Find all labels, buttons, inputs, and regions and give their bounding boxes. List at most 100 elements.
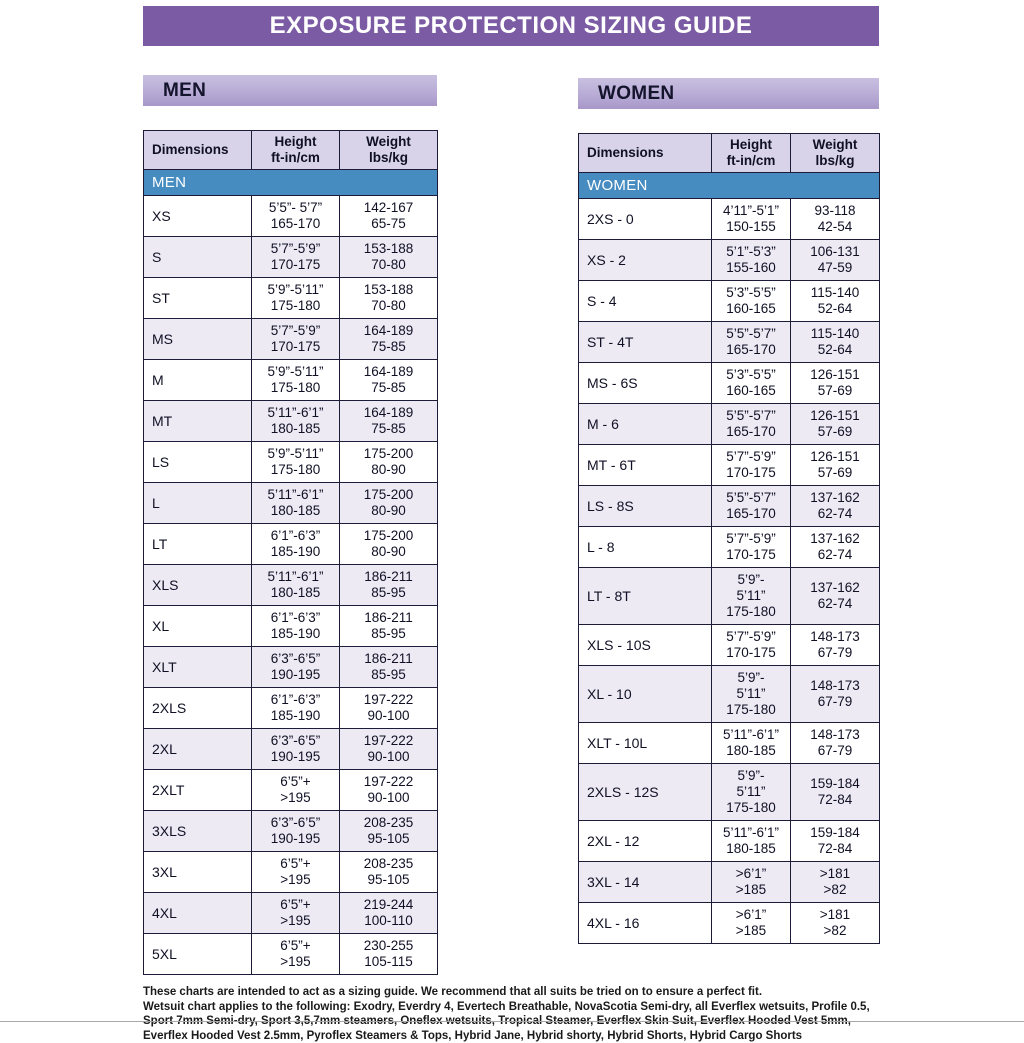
sizing-guide-page: EXPOSURE PROTECTION SIZING GUIDE MEN Dim… — [143, 0, 879, 1043]
height-value: 5’9”-5’11”175-180 — [712, 568, 791, 625]
height-value: 5’9”-5’11”175-180 — [712, 666, 791, 723]
height-value: 6’3”-6’5”190-195 — [252, 729, 340, 770]
men-banner: MEN — [143, 75, 437, 106]
size-label: XLS — [144, 565, 252, 606]
height-value: 6’1”-6’3”185-190 — [252, 688, 340, 729]
height-value: 5’3”-5’5”160-165 — [712, 281, 791, 322]
women-banner: WOMEN — [578, 78, 879, 109]
weight-value: >181>82 — [791, 862, 880, 903]
group-row: MEN — [144, 170, 438, 196]
height-value: 5’5”-5’7”165-170 — [712, 322, 791, 363]
height-value: 5’5”-5’7”165-170 — [712, 486, 791, 527]
note-disclaimer: These charts are intended to act as a si… — [143, 985, 879, 1000]
height-value: 5’9”-5’11”175-180 — [252, 442, 340, 483]
height-value: 5’11”-6’1”180-185 — [252, 401, 340, 442]
footer-notes: These charts are intended to act as a si… — [143, 985, 879, 1043]
size-label: ST - 4T — [579, 322, 712, 363]
size-label: 3XL - 14 — [579, 862, 712, 903]
height-value: 6’5”+>195 — [252, 852, 340, 893]
height-value: 5’7”-5’9”170-175 — [252, 237, 340, 278]
height-value: 6’3”-6’5”190-195 — [252, 811, 340, 852]
height-value: 5’11”-6’1”180-185 — [252, 565, 340, 606]
page-title-bar: EXPOSURE PROTECTION SIZING GUIDE — [143, 6, 879, 46]
height-value: 6’1”-6’3”185-190 — [252, 524, 340, 565]
size-label: 5XL — [144, 934, 252, 975]
size-label: ST — [144, 278, 252, 319]
size-row-3xl-14: 3XL - 14>6’1”>185>181>82 — [579, 862, 880, 903]
height-value: 4’11”-5’1”150-155 — [712, 199, 791, 240]
height-value: >6’1”>185 — [712, 903, 791, 944]
size-label: XS — [144, 196, 252, 237]
size-label: 2XLS — [144, 688, 252, 729]
size-label: LS - 8S — [579, 486, 712, 527]
size-label: 4XL - 16 — [579, 903, 712, 944]
size-label: XL - 10 — [579, 666, 712, 723]
height-value: >6’1”>185 — [712, 862, 791, 903]
height-value: 6’1”-6’3”185-190 — [252, 606, 340, 647]
size-label: 2XLT — [144, 770, 252, 811]
height-value: 5’1”-5’3”155-160 — [712, 240, 791, 281]
size-label: XS - 2 — [579, 240, 712, 281]
size-label: XLT — [144, 647, 252, 688]
size-label: XL — [144, 606, 252, 647]
size-label: LS — [144, 442, 252, 483]
height-value: 5’11”-6’1”180-185 — [712, 821, 791, 862]
height-value: 5’9”-5’11”175-180 — [712, 764, 791, 821]
height-value: 5’9”-5’11”175-180 — [252, 278, 340, 319]
group-row: WOMEN — [579, 173, 880, 199]
size-label: 2XL - 12 — [579, 821, 712, 862]
size-label: M — [144, 360, 252, 401]
size-label: MS — [144, 319, 252, 360]
column-header-dimensions: Dimensions — [144, 131, 252, 170]
